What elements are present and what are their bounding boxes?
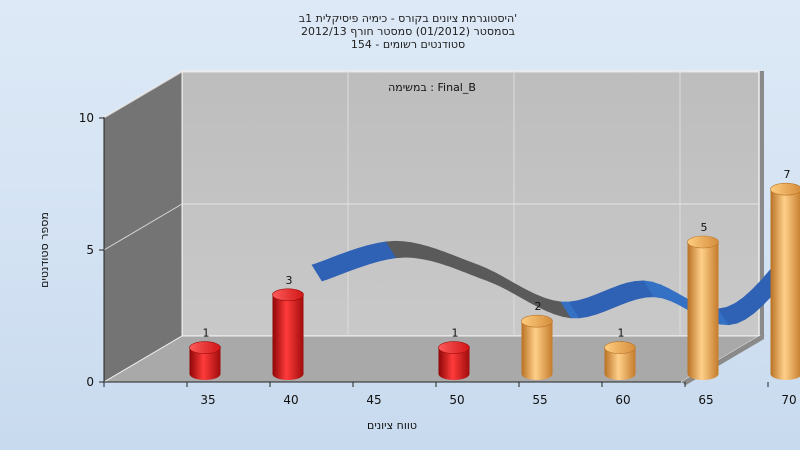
bar-body: [272, 294, 304, 380]
bar: [604, 341, 636, 380]
x-tick-label: 40: [283, 393, 298, 407]
bar-top: [521, 314, 553, 328]
bar-top: [438, 341, 470, 354]
bar: [189, 341, 221, 380]
bar-value-label: 1: [452, 327, 459, 340]
chart-title-line-1: היסטוגרמת ציונים בקורס - כימיה פיסיקלית …: [299, 12, 517, 25]
bar-body: [687, 242, 719, 380]
bar-value-label: 7: [784, 168, 791, 181]
x-axis-title: טווח ציונים: [367, 419, 417, 432]
bar-series: [189, 182, 800, 380]
bar-body: [521, 321, 553, 380]
bar: [521, 314, 553, 380]
bar-top: [189, 341, 221, 354]
bar-value-label: 1: [618, 327, 625, 340]
bar-value-label: 5: [701, 221, 708, 234]
chart-title-line-3: סטודנטים רשומים - 154: [351, 38, 465, 51]
x-tick-label: 70: [781, 393, 796, 407]
x-axis-ticks: 35404550556065707580859095: [103, 382, 797, 407]
x-tick-label: 60: [615, 393, 630, 407]
x-tick-label: 45: [366, 393, 381, 407]
y-axis-title: מספר סטודנטים: [38, 212, 51, 288]
bar: [687, 235, 719, 380]
bar-body: [438, 347, 470, 380]
bar-top: [687, 235, 719, 249]
bar-body: [604, 347, 636, 380]
x-tick-label: 50: [449, 393, 464, 407]
x-tick-label: 35: [200, 393, 215, 407]
y-axis-ticks: 0 5 10: [79, 111, 104, 389]
bar-labels: 131215747852: [203, 168, 791, 340]
bar-value-label: 3: [286, 274, 293, 287]
y-tick-label: 10: [79, 111, 94, 125]
bar-value-label: 2: [535, 300, 542, 313]
bar-value-label: 1: [203, 327, 210, 340]
x-tick-label: 65: [698, 393, 713, 407]
bar-top: [770, 182, 800, 196]
bar-body: [189, 347, 221, 380]
bar: [438, 341, 470, 380]
bar-top: [604, 341, 636, 354]
bar-body: [770, 189, 800, 380]
x-tick-label: 55: [532, 393, 547, 407]
chart-title-line-2: בסמסטר (01/2012) סמסטר חורף 2012/13: [301, 25, 515, 38]
grid-line-depth: [103, 71, 183, 119]
bar: [272, 288, 304, 380]
bar-top: [272, 288, 304, 302]
y-tick-label: 5: [86, 243, 94, 257]
grid-line-depth: [103, 203, 183, 251]
legend-label: במשימה : Final_B: [388, 81, 476, 94]
bar: [770, 182, 800, 380]
y-tick-label: 0: [86, 375, 94, 389]
